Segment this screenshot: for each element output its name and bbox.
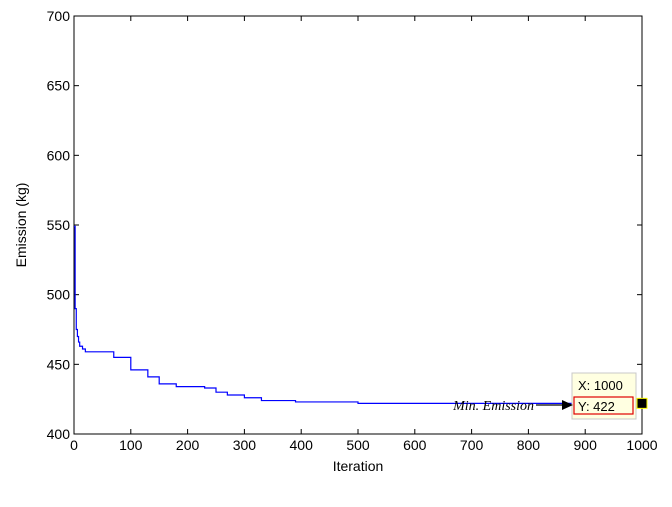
datatip-box: [571, 372, 637, 420]
x-tick-label-1: 100: [119, 437, 143, 453]
series-group: [74, 225, 642, 404]
x-tick-label-5: 500: [346, 437, 370, 453]
ticks: [73, 15, 643, 435]
y-tick-label-5: 650: [47, 78, 71, 94]
datatip-x: X: 1000: [578, 378, 623, 393]
tick-labels: 0 100 200 300 400 500 600 700 800 900 1000 400 450 50…: [47, 8, 658, 453]
y-tick-label-3: 550: [47, 217, 71, 233]
min-emission-annotation: X: 1000 Y: 422 Min. Emission: [452, 372, 637, 420]
y-tick-label-0: 400: [47, 426, 71, 442]
x-tick-label-6: 600: [403, 437, 427, 453]
x-tick-label-10: 1000: [626, 437, 657, 453]
x-tick-label-7: 700: [460, 437, 484, 453]
min-point-marker: [636, 397, 648, 409]
plot-area: [73, 15, 643, 435]
y-tick-label-6: 700: [47, 8, 71, 24]
markers: [636, 397, 648, 409]
x-tick-label-3: 300: [233, 437, 257, 453]
annotation-arrow-head: [562, 400, 573, 410]
y-tick-label-2: 500: [47, 287, 71, 303]
y-tick-label-1: 450: [47, 356, 71, 372]
datatip-y: Y: 422: [578, 399, 615, 414]
datatip-y-highlight: [573, 396, 634, 415]
series-line-0: [74, 225, 642, 404]
annotation-label: Min. Emission: [452, 399, 534, 414]
y-axis-label: Emission (kg): [13, 183, 29, 268]
x-tick-label-0: 0: [70, 437, 78, 453]
x-tick-label-8: 800: [517, 437, 541, 453]
x-tick-label-4: 400: [290, 437, 314, 453]
x-tick-label-9: 900: [574, 437, 598, 453]
x-axis-label: Iteration: [333, 458, 384, 474]
y-tick-label-4: 600: [47, 147, 71, 163]
x-tick-label-2: 200: [176, 437, 200, 453]
